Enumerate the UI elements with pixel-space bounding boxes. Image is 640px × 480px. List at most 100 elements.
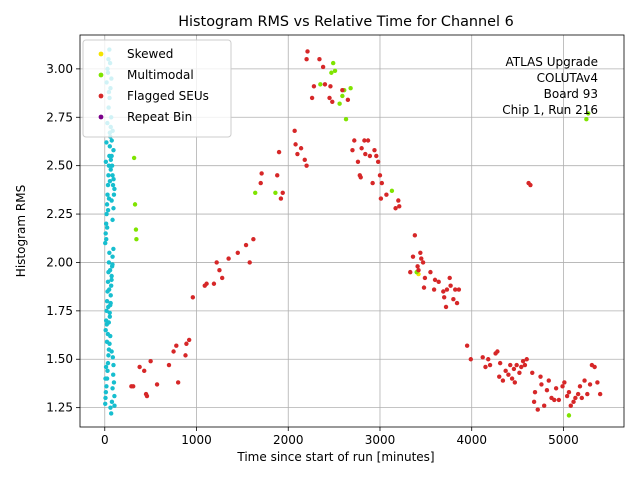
data-point xyxy=(190,295,196,300)
y-tick-label: 2.00 xyxy=(46,255,73,269)
data-point xyxy=(553,386,559,391)
data-point xyxy=(111,177,116,182)
data-point xyxy=(105,368,110,374)
data-point xyxy=(302,157,307,163)
data-point xyxy=(107,268,113,273)
data-point xyxy=(103,159,109,164)
data-point xyxy=(243,242,249,248)
data-point xyxy=(365,138,371,143)
data-point xyxy=(483,364,488,370)
data-point xyxy=(304,163,309,168)
data-point xyxy=(530,370,535,375)
data-point xyxy=(104,384,109,389)
x-axis-title: Time since start of run [minutes] xyxy=(236,450,434,464)
data-point xyxy=(103,240,108,246)
data-point xyxy=(546,378,551,383)
data-point xyxy=(520,358,526,364)
data-point xyxy=(292,128,297,134)
data-point xyxy=(571,399,576,405)
plot-frame xyxy=(79,34,625,428)
legend-box xyxy=(82,39,232,138)
data-point xyxy=(415,264,420,269)
y-axis-title: Histogram RMS xyxy=(14,185,28,277)
data-point xyxy=(506,372,511,377)
y-tick-label: 1.75 xyxy=(46,304,73,318)
data-point xyxy=(358,175,363,180)
y-tick-label: 3.00 xyxy=(46,62,73,76)
data-point xyxy=(104,339,110,345)
data-point xyxy=(584,117,589,122)
data-point xyxy=(103,376,108,381)
data-point xyxy=(532,389,538,395)
data-point xyxy=(278,196,284,201)
data-point xyxy=(109,163,115,168)
x-tick-label: 0 xyxy=(101,433,109,447)
data-point xyxy=(104,140,109,145)
data-point xyxy=(110,386,115,391)
data-point xyxy=(259,171,264,176)
data-point xyxy=(384,192,389,197)
data-point xyxy=(109,273,114,279)
data-point xyxy=(104,202,110,207)
data-point xyxy=(148,358,153,364)
data-point xyxy=(111,246,116,252)
data-point xyxy=(110,173,115,178)
data-point xyxy=(528,182,533,188)
x-tick-label: 3000 xyxy=(365,433,396,447)
annotation-line: COLUTAv4 xyxy=(537,71,598,85)
data-point xyxy=(320,64,326,70)
ticks-layer: 0 1000 2000 3000 4000 5000 1.25 1.50 1.75 2.00 2.2… xyxy=(46,62,578,447)
data-point xyxy=(487,362,493,368)
data-point xyxy=(109,138,114,143)
data-point xyxy=(420,260,426,265)
data-point xyxy=(370,180,375,186)
data-point xyxy=(219,275,225,281)
data-point xyxy=(352,138,357,143)
data-point xyxy=(585,391,590,397)
data-point xyxy=(103,221,109,226)
data-point xyxy=(108,283,114,288)
legend-marker xyxy=(98,51,104,57)
data-point xyxy=(106,353,111,358)
data-point xyxy=(560,384,565,389)
data-point xyxy=(142,368,147,374)
data-point xyxy=(456,287,462,292)
data-point xyxy=(305,49,310,54)
data-point xyxy=(105,207,111,213)
annotation-box: ATLAS Upgrade COLUTAv4 Board 93 Chip 1, Ru… xyxy=(502,55,598,117)
data-point xyxy=(562,380,567,385)
data-point xyxy=(298,146,304,151)
data-point xyxy=(421,285,427,290)
data-point xyxy=(217,268,222,273)
x-tick-label: 2000 xyxy=(273,433,304,447)
series-flagged-seus xyxy=(129,49,603,412)
data-point xyxy=(432,277,438,283)
data-point xyxy=(107,314,113,319)
data-point xyxy=(503,368,508,374)
data-point xyxy=(112,403,117,408)
data-point xyxy=(204,281,209,286)
data-point xyxy=(519,364,524,370)
data-point xyxy=(396,198,401,203)
data-point xyxy=(340,87,345,93)
data-point xyxy=(330,99,335,104)
data-point xyxy=(582,378,587,383)
data-point xyxy=(497,360,503,366)
data-point xyxy=(110,217,115,223)
data-point xyxy=(408,269,413,275)
data-point xyxy=(132,202,138,207)
data-point xyxy=(377,173,383,178)
legend-label: Skewed xyxy=(127,47,173,61)
data-point xyxy=(112,186,117,192)
data-point xyxy=(410,254,416,259)
data-point xyxy=(436,279,441,285)
data-point xyxy=(412,233,418,238)
data-point xyxy=(105,360,111,366)
data-point xyxy=(566,413,572,418)
data-point xyxy=(363,151,368,157)
data-point xyxy=(337,101,342,106)
data-point xyxy=(108,405,113,410)
data-point xyxy=(111,380,117,385)
annotation-line: Board 93 xyxy=(544,87,598,101)
data-point xyxy=(464,343,470,348)
